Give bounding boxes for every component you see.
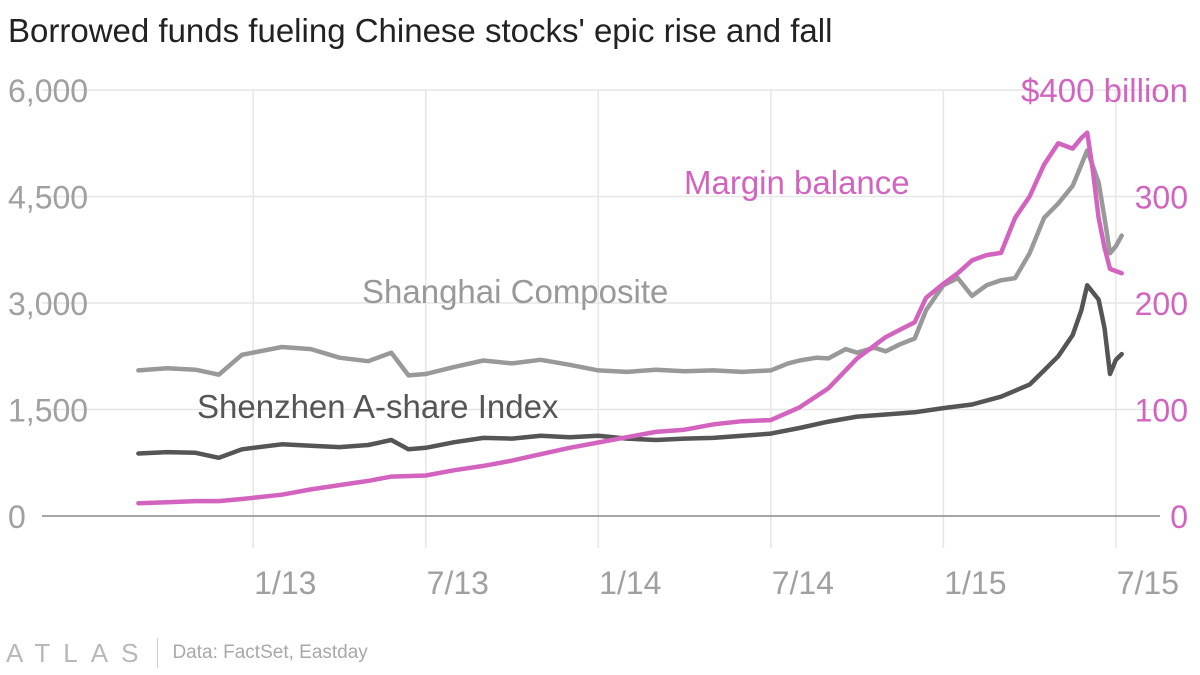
shanghai-composite-line [136, 148, 1124, 378]
y-right-unit-label: $400 billion [1021, 72, 1188, 109]
x-tick-label: 1/13 [254, 565, 316, 601]
atlas-logo: ATLAS [6, 637, 152, 668]
shenzhen-a-share-label: Shenzhen A-share Index [197, 388, 559, 425]
y-right-tick-label: 0 [1170, 499, 1188, 535]
series-lines [136, 130, 1124, 506]
y-left-tick-label: 0 [8, 499, 26, 535]
data-source: Data: FactSet, Eastday [172, 642, 368, 663]
footer-divider [157, 638, 159, 668]
chart-title: Borrowed funds fueling Chinese stocks' e… [8, 12, 833, 49]
shanghai-composite-label: Shanghai Composite [362, 273, 668, 310]
shenzhen-a-share-line [136, 283, 1124, 461]
x-tick-label: 1/15 [944, 565, 1006, 601]
x-tick-label: 7/15 [1117, 565, 1179, 601]
y-left-tick-label: 3,000 [8, 286, 88, 322]
y-left-tick-label: 1,500 [8, 393, 88, 429]
y-right-tick-label: 200 [1135, 286, 1188, 322]
x-tick-label: 7/14 [772, 565, 834, 601]
y-right-tick-label: 100 [1135, 393, 1188, 429]
gridlines [42, 89, 1160, 548]
x-tick-label: 7/13 [427, 565, 489, 601]
footer: ATLAS Data: FactSet, Eastday [6, 636, 368, 670]
axis-labels: 0 1,500 3,000 4,500 6,000 0 100 200 300 $400 bill… [8, 72, 1188, 601]
y-left-tick-label: 6,000 [8, 73, 88, 109]
margin-balance-label: Margin balance [684, 164, 910, 201]
margin-balance-line [136, 130, 1124, 506]
y-right-tick-label: 300 [1135, 180, 1188, 216]
y-left-tick-label: 4,500 [8, 180, 88, 216]
x-tick-label: 1/14 [599, 565, 661, 601]
